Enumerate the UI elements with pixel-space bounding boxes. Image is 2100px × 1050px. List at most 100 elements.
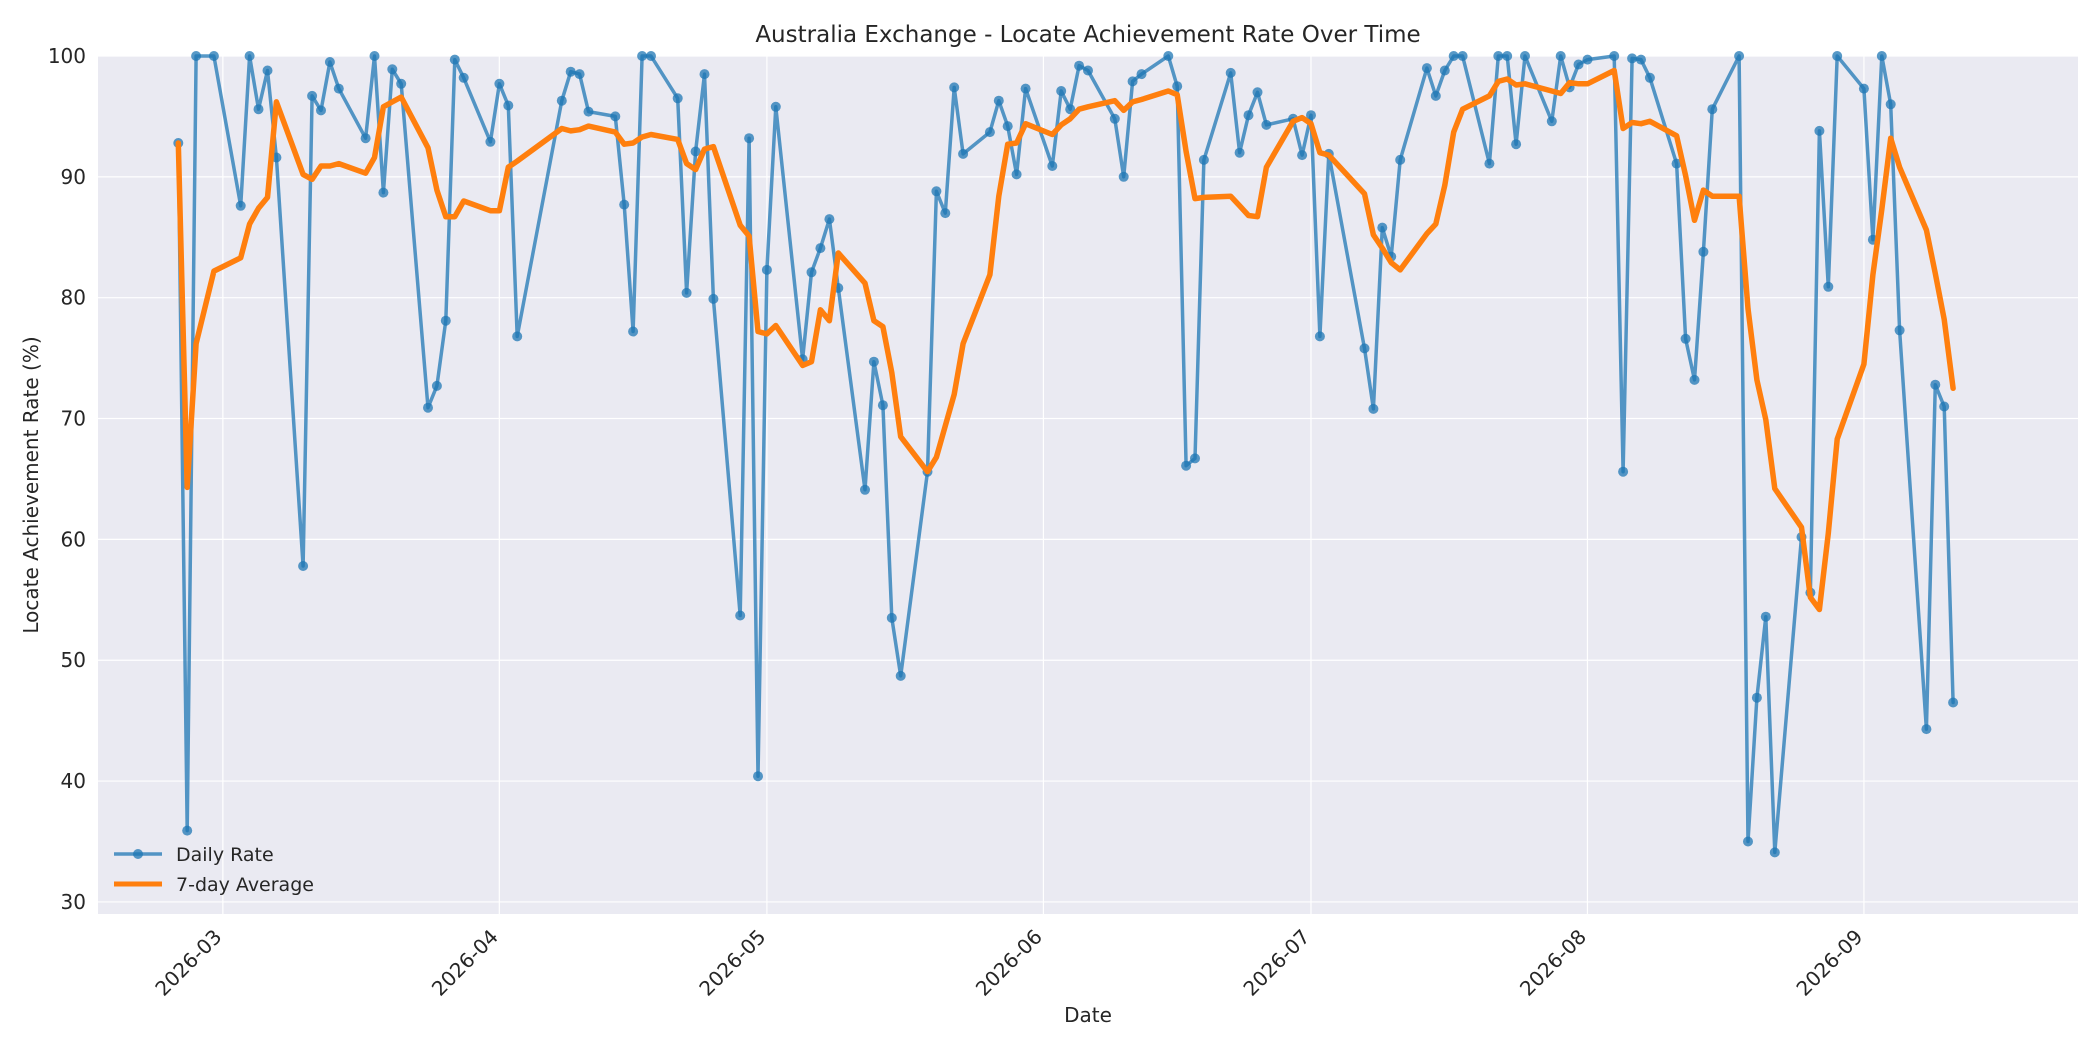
data-point [1225, 67, 1236, 78]
data-point [1136, 69, 1147, 80]
y-tick-label: 60 [61, 527, 86, 551]
y-axis-label: Locate Achievement Rate (%) [19, 336, 43, 633]
data-point [1011, 169, 1022, 180]
data-point [1020, 83, 1031, 94]
data-point [1644, 72, 1655, 83]
data-point [298, 561, 309, 571]
data-point [1421, 63, 1432, 74]
y-tick-label: 40 [61, 769, 86, 793]
y-tick-label: 50 [61, 648, 86, 672]
data-point [369, 51, 380, 61]
data-point [1252, 87, 1263, 98]
data-point [1546, 116, 1557, 127]
data-point [708, 293, 719, 304]
data-point [440, 315, 451, 326]
data-point [628, 326, 639, 337]
data-point [940, 208, 951, 219]
series-0 [173, 51, 1959, 858]
data-point [1609, 51, 1620, 61]
data-point [556, 95, 567, 106]
y-tick-label: 90 [61, 165, 86, 189]
data-point [690, 146, 701, 157]
data-point [1002, 121, 1013, 132]
data-point [1885, 99, 1896, 110]
data-point [1065, 104, 1076, 115]
data-point [583, 106, 594, 117]
data-point [1172, 81, 1183, 92]
data-point [1368, 403, 1379, 414]
data-point [208, 51, 219, 61]
data-point [1359, 343, 1370, 354]
data-point [565, 66, 576, 77]
data-point [1921, 724, 1932, 735]
data-point [1502, 51, 1513, 61]
data-point [1118, 171, 1129, 182]
data-point [387, 64, 398, 75]
data-point [1743, 836, 1753, 847]
y-tick-label: 100 [48, 44, 86, 68]
data-point [1511, 139, 1522, 150]
data-point [1636, 54, 1646, 65]
data-point [1448, 51, 1459, 61]
data-point [449, 54, 460, 65]
data-point [253, 104, 264, 115]
series-1 [175, 67, 1956, 613]
x-tick-label: 2026-03 [150, 925, 226, 1001]
y-tick-label: 80 [61, 286, 86, 310]
data-point [574, 69, 585, 80]
data-point [646, 51, 656, 61]
data-point [1814, 125, 1825, 136]
data-point [1582, 54, 1593, 65]
data-point [1457, 51, 1468, 61]
data-point [735, 610, 746, 621]
data-point [753, 771, 763, 782]
data-point [1314, 331, 1325, 342]
data-point [503, 100, 514, 111]
data-point [824, 214, 835, 225]
data-point [1083, 65, 1093, 76]
data-point [1555, 51, 1566, 61]
legend-daily-rate-label: Daily Rate [176, 844, 274, 866]
legend: Daily Rate 7-day Average [114, 844, 314, 896]
data-point [1109, 113, 1120, 124]
data-point [1689, 374, 1700, 385]
y-tick-label: 70 [61, 407, 86, 431]
data-point [1430, 90, 1441, 101]
data-point [324, 57, 335, 67]
y-tick-label: 30 [61, 890, 86, 914]
x-axis-label: Date [1064, 1003, 1112, 1027]
data-point [1127, 76, 1138, 87]
data-point [1751, 692, 1762, 703]
data-point [191, 51, 202, 61]
data-point [895, 670, 906, 681]
data-point [1760, 611, 1771, 622]
data-point [1769, 847, 1780, 858]
data-point [458, 72, 469, 83]
data-point [1876, 51, 1887, 61]
data-point [877, 400, 888, 411]
data-point [512, 331, 523, 342]
data-point [984, 127, 995, 138]
data-point [868, 356, 879, 367]
data-point [1074, 60, 1085, 71]
data-point [672, 93, 683, 104]
data-point [485, 136, 496, 147]
data-point [1858, 83, 1869, 94]
data-point [1181, 460, 1192, 471]
data-point [1948, 697, 1959, 708]
data-point [1484, 158, 1495, 169]
data-point [1297, 150, 1308, 161]
data-point [360, 133, 371, 144]
data-point [1056, 86, 1067, 96]
x-tick-label: 2026-07 [1238, 925, 1314, 1001]
data-point [1163, 51, 1174, 61]
data-point [637, 51, 648, 61]
data-point [1573, 59, 1584, 70]
grid [98, 55, 2078, 914]
data-point [1707, 104, 1718, 115]
x-tick-labels: 2026-03 2026-04 2026-05 2026-06 2026-07 2026-… [150, 925, 1867, 1001]
data-point [244, 51, 255, 61]
legend-7day-average-label: 7-day Average [176, 874, 314, 896]
data-point [619, 199, 630, 210]
data-point [307, 90, 318, 101]
